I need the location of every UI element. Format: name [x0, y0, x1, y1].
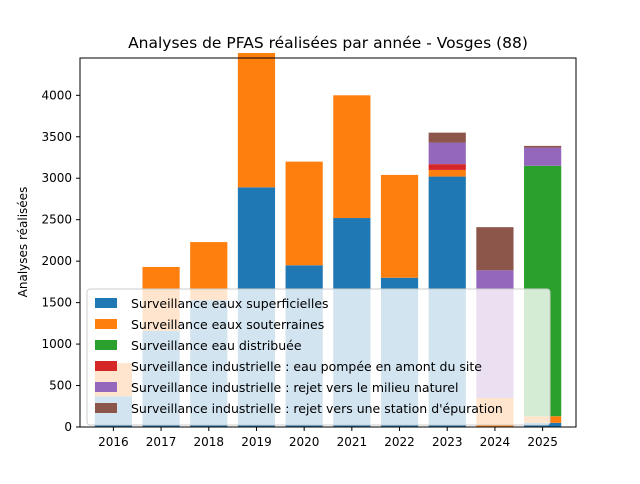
x-axis: 2016 2017 2018 2019 2020 2021 2022 2023 2024 2025 — [98, 427, 558, 449]
x-tick-label: 2021 — [337, 435, 368, 449]
y-tick-label: 0 — [64, 420, 72, 434]
x-tick-label: 2025 — [527, 435, 558, 449]
y-tick-label: 1500 — [41, 296, 72, 310]
bar-2024-series-6 — [476, 227, 514, 271]
y-tick-label: 2500 — [41, 213, 72, 227]
bar-2023-series-6 — [428, 132, 466, 143]
x-tick-label: 2019 — [241, 435, 272, 449]
legend-swatch — [95, 340, 117, 350]
plot-frame — [79, 57, 577, 428]
y-tick-label: 1000 — [41, 337, 72, 351]
x-tick-label: 2023 — [432, 435, 463, 449]
legend-swatch — [95, 361, 117, 371]
x-tick-label: 2024 — [480, 435, 511, 449]
y-tick-label: 2000 — [41, 254, 72, 268]
legend-label: Surveillance industrielle : rejet vers u… — [131, 401, 503, 416]
bar-2023-series-4 — [428, 164, 466, 170]
legend: Surveillance eaux superficielles Surveill… — [86, 288, 551, 426]
x-tick-label: 2020 — [289, 435, 320, 449]
y-tick-label: 3000 — [41, 171, 72, 185]
bar-2022-series-2 — [380, 174, 419, 278]
legend-label: Surveillance industrielle : eau pompée e… — [131, 359, 482, 374]
bar-2023-series-5 — [428, 142, 466, 165]
bar-2021-series-2 — [333, 95, 371, 219]
legend-label: Surveillance industrielle : rejet vers l… — [131, 380, 458, 395]
bar-2023-series-2 — [428, 169, 466, 177]
x-tick-label: 2016 — [98, 435, 129, 449]
bar-2020-series-2 — [285, 161, 323, 266]
x-tick-label: 2017 — [146, 435, 177, 449]
chart-title: Analyses de PFAS réalisées par année - V… — [128, 34, 528, 52]
legend-label: Surveillance eaux superficielles — [131, 296, 329, 311]
legend-swatch — [95, 298, 117, 308]
legend-swatch — [95, 319, 117, 329]
x-tick-label: 2018 — [193, 435, 224, 449]
y-tick-label: 3500 — [41, 130, 72, 144]
legend-swatch — [95, 403, 117, 413]
legend-label: Surveillance eau distribuée — [131, 338, 302, 353]
bar-2025-series-5 — [524, 147, 562, 166]
bar-2019-series-2 — [237, 53, 276, 188]
bar-2025-series-6 — [524, 145, 562, 148]
y-tick-label: 4000 — [41, 88, 72, 102]
y-axis-label: Analyses réalisées — [16, 187, 30, 298]
y-axis: 0 500 1000 1500 2000 2500 3000 3500 4000 — [41, 88, 80, 434]
legend-swatch — [95, 382, 117, 392]
legend-label: Surveillance eaux souterraines — [131, 317, 324, 332]
legend-box — [86, 288, 551, 426]
y-tick-label: 500 — [49, 379, 72, 393]
x-tick-label: 2022 — [384, 435, 415, 449]
